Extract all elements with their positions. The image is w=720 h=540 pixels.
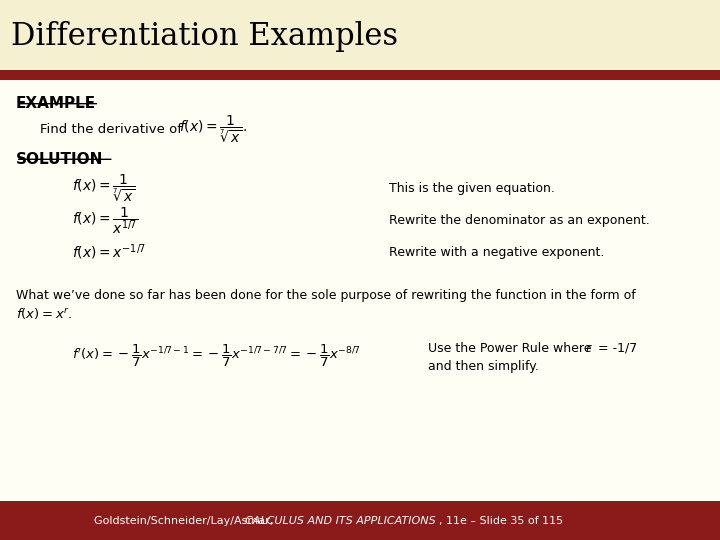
- Text: $f'(x)=-\dfrac{1}{7}x^{-1/7-1}=-\dfrac{1}{7}x^{-1/7-7/7}=-\dfrac{1}{7}x^{-8/7}$: $f'(x)=-\dfrac{1}{7}x^{-1/7-1}=-\dfrac{1…: [72, 343, 360, 369]
- Text: This is the given equation.: This is the given equation.: [389, 182, 554, 195]
- Text: Differentiation Examples: Differentiation Examples: [11, 21, 398, 52]
- Text: EXAMPLE: EXAMPLE: [16, 96, 96, 111]
- Text: = -1/7: = -1/7: [594, 342, 637, 355]
- Text: r: r: [585, 342, 590, 355]
- Text: Find the derivative of: Find the derivative of: [40, 123, 181, 136]
- Text: Goldstein/Schneider/Lay/Asmar,: Goldstein/Schneider/Lay/Asmar,: [94, 516, 276, 525]
- Text: , 11e – Slide 35 of 115: , 11e – Slide 35 of 115: [439, 516, 563, 525]
- Text: CALCULUS AND ITS APPLICATIONS: CALCULUS AND ITS APPLICATIONS: [245, 516, 436, 525]
- Text: $f(x)=\dfrac{1}{\sqrt[7]{x}}.$: $f(x)=\dfrac{1}{\sqrt[7]{x}}.$: [179, 114, 246, 145]
- Text: $f(x)=\dfrac{1}{x^{1/7}}$: $f(x)=\dfrac{1}{x^{1/7}}$: [72, 205, 138, 236]
- Text: and then simplify.: and then simplify.: [428, 360, 539, 373]
- Text: Rewrite with a negative exponent.: Rewrite with a negative exponent.: [389, 246, 604, 259]
- Text: What we’ve done so far has been done for the sole purpose of rewriting the funct: What we’ve done so far has been done for…: [16, 289, 636, 302]
- Text: $f(x) = x^r.$: $f(x) = x^r.$: [16, 307, 72, 322]
- Text: Rewrite the denominator as an exponent.: Rewrite the denominator as an exponent.: [389, 214, 649, 227]
- Text: $f(x)=x^{-1/7}$: $f(x)=x^{-1/7}$: [72, 242, 145, 262]
- Text: $f(x)=\dfrac{1}{\sqrt[7]{x}}$: $f(x)=\dfrac{1}{\sqrt[7]{x}}$: [72, 173, 135, 204]
- Text: Use the Power Rule where: Use the Power Rule where: [428, 342, 596, 355]
- Text: SOLUTION: SOLUTION: [16, 152, 103, 167]
